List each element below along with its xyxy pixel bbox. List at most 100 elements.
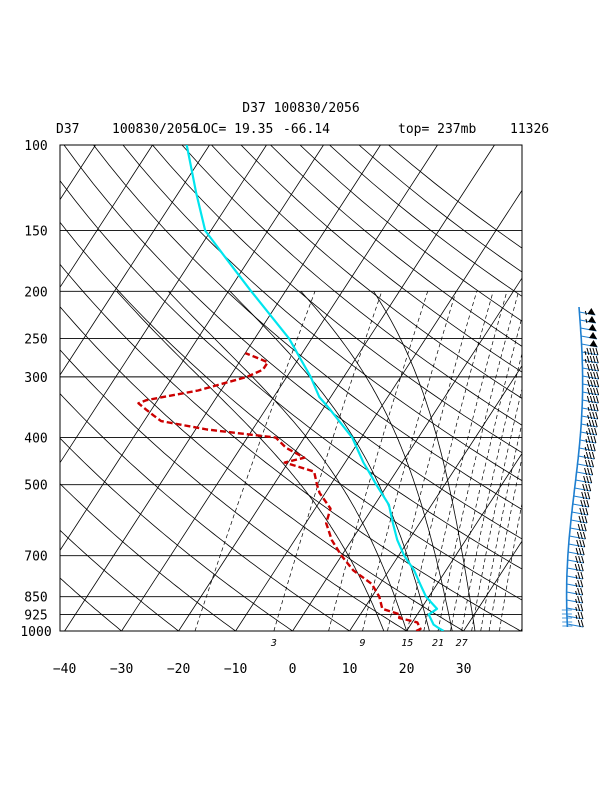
wind-barb-flag <box>590 435 594 444</box>
wind-barb-flag <box>596 379 600 388</box>
wind-barb-flag <box>593 379 597 388</box>
mixing-ratio-line <box>328 291 429 631</box>
isotherm-line <box>463 540 522 631</box>
wind-barb-flag <box>577 579 581 588</box>
wind-barb-flag <box>580 579 584 588</box>
moist-adiabat <box>373 291 476 631</box>
isotherm-line <box>60 145 96 201</box>
diagram-grid <box>60 145 522 631</box>
wind-barb-shaft <box>566 615 584 620</box>
wind-barb-flag <box>592 443 596 452</box>
wind-barb-flag <box>595 347 599 356</box>
wind-barb-flag <box>587 387 591 396</box>
wind-barb-flag <box>591 451 595 460</box>
isotherm-line <box>349 365 522 631</box>
mixing-ratio-line <box>437 291 519 631</box>
wind-barb-flag <box>586 347 590 356</box>
wind-barb-shaft <box>580 431 597 436</box>
wind-barb-flag <box>584 491 588 500</box>
wind-barb-flag <box>575 555 579 564</box>
wind-barb-flag <box>595 355 599 364</box>
wind-barb-half-flag <box>584 350 587 356</box>
sounding-profiles <box>137 145 445 631</box>
wind-barb-flag <box>589 443 593 452</box>
wind-barb-flag <box>590 371 594 380</box>
wind-barb-flag <box>581 555 585 564</box>
wind-barb-flag <box>583 499 587 508</box>
mixing-ratio-line <box>406 291 494 631</box>
wind-barb-flag <box>580 587 584 596</box>
mixing-ratio-labels: 3 9 15 21 27 <box>270 638 468 649</box>
wind-barb-shaft <box>581 423 598 428</box>
wind-barb-shaft <box>579 447 596 452</box>
wind-barb-flag <box>580 611 584 620</box>
wind-barb-shaft <box>582 367 599 372</box>
mixing-ratio-line <box>499 501 522 631</box>
dry-adiabat <box>60 179 522 570</box>
wind-barb-flag <box>590 387 594 396</box>
wind-barb-shaft <box>570 527 587 532</box>
wind-barb-flag <box>591 427 595 436</box>
wind-barb-flag <box>574 563 578 572</box>
pressure-tick-label: 250 <box>24 332 47 347</box>
subtitle-longitude: -66.14 <box>283 122 330 137</box>
wind-barb-flag <box>579 539 583 548</box>
wind-barb-flag <box>585 459 588 468</box>
wind-barb-shaft <box>569 535 586 540</box>
temperature-tick-label: 10 <box>342 662 358 677</box>
wind-barb-flag <box>586 355 590 364</box>
temperature-tick-label: 0 <box>289 662 297 677</box>
wind-barb-flag <box>594 419 598 428</box>
wind-barb-flag <box>593 371 597 380</box>
moist-adiabat <box>229 291 430 631</box>
wind-barb-flag <box>580 563 584 572</box>
wind-barb-flag <box>595 395 599 404</box>
wind-barb-shaft <box>567 559 584 564</box>
wind-barb-half-flag <box>575 598 578 604</box>
wind-barb-flag <box>593 387 597 396</box>
isotherm-line <box>60 145 210 376</box>
wind-barb-flag <box>592 347 596 356</box>
wind-barb-flag <box>592 403 596 412</box>
wind-barb-shaft <box>566 575 584 580</box>
wind-barb-half-flag <box>575 574 578 580</box>
mixing-ratio-label: 3 <box>270 638 277 649</box>
wind-barb-flag <box>588 459 591 468</box>
wind-barb-shaft <box>581 415 598 420</box>
wind-barb-half-flag <box>575 590 578 596</box>
wind-barb-flag <box>576 539 580 548</box>
wind-barb-flag <box>580 619 584 628</box>
wind-barb-shaft <box>582 359 599 364</box>
temperature-tick-label: −20 <box>167 662 190 677</box>
wind-barb-flag <box>580 595 584 604</box>
mixing-ratio-label: 15 <box>401 638 413 649</box>
wind-barb-shaft <box>568 543 585 548</box>
dry-adiabat <box>63 145 522 540</box>
wind-barb-flag <box>581 515 585 524</box>
dry-adiabat <box>270 145 522 347</box>
dry-adiabat <box>240 145 522 373</box>
mixing-ratio-line <box>450 315 522 631</box>
pressure-tick-label: 500 <box>24 479 47 494</box>
wind-barb-shaft <box>572 503 589 508</box>
wind-barb-flag <box>587 467 591 476</box>
wind-barb-flag <box>578 547 582 556</box>
dry-adiabat <box>60 306 465 631</box>
pressure-tick-label: 700 <box>24 550 47 565</box>
wind-barb-pennant <box>589 332 598 339</box>
temperature-tick-label: −40 <box>53 662 76 677</box>
mixing-ratio-line <box>273 291 383 631</box>
wind-barb-column <box>561 306 600 628</box>
dewpoint-profile <box>137 351 422 631</box>
pressure-tick-label: 200 <box>24 285 47 300</box>
dry-adiabat <box>60 483 237 631</box>
wind-barb-flag <box>587 491 591 500</box>
mixing-ratio-line <box>194 291 316 631</box>
wind-barb-flag <box>595 411 599 420</box>
wind-barb-half-flag <box>584 446 587 452</box>
wind-barb-flag <box>591 419 595 428</box>
dry-adiabat <box>60 349 408 631</box>
wind-barb-flag <box>576 531 580 540</box>
wind-barb-shaft <box>571 511 588 516</box>
wind-barb-flag <box>591 459 594 468</box>
